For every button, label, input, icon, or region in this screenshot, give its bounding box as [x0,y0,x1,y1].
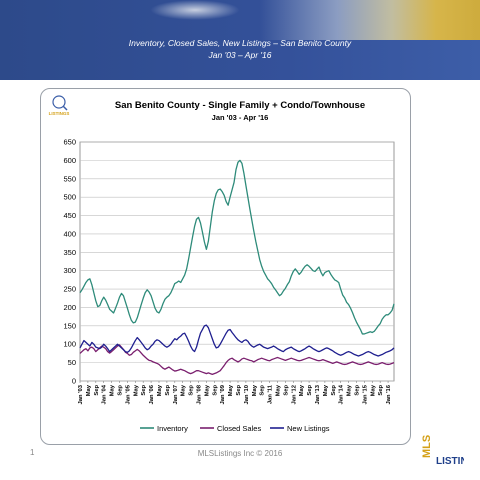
x-tick-label: Sep [331,385,337,396]
x-tick-label: Sep [189,385,195,396]
x-tick-label: May [133,384,139,396]
x-tick-label: Sep [354,385,360,396]
logo-mls: MLS [421,435,433,458]
x-tick-label: May [347,384,353,396]
x-tick-label: May [157,384,163,396]
x-tick-label: Jan '11 [268,384,274,404]
y-tick-label: 150 [63,321,76,330]
chart-subtitle: Jan '03 - Apr '16 [211,113,269,122]
x-tick-label: Jan '12 [291,385,297,404]
x-tick-label: May [299,384,305,396]
x-tick-label: Sep [94,385,100,396]
y-tick-label: 0 [72,377,76,386]
plot-area [79,141,395,382]
x-tick-label: Jan '08 [196,384,202,404]
x-tick-label: May [181,384,187,396]
y-tick-label: 550 [63,174,76,183]
slide-subtitle: Jan '03 – Apr '16 [208,50,272,60]
x-tick-label: Jan '16 [386,384,392,404]
banner-highlight [150,0,240,20]
x-tick-label: May [252,384,258,396]
x-tick-label: May [370,384,376,396]
y-tick-label: 250 [63,285,76,294]
x-tick-label: Jan '06 [149,384,155,404]
badge-label: LISTINGS [49,111,70,116]
title-banner: Inventory, Closed Sales, New Listings – … [0,0,480,80]
slide-title: Inventory, Closed Sales, New Listings – … [128,38,352,48]
x-tick-label: May [228,384,234,396]
y-tick-label: 650 [63,138,76,147]
y-tick-label: 350 [63,248,76,257]
x-tick-label: Jan '07 [173,385,179,404]
powered-by-badge: LISTINGS [49,95,70,116]
y-tick-label: 100 [63,340,76,349]
y-tick-label: 450 [63,211,76,220]
copyright-text: MLSListings Inc © 2016 [197,449,283,458]
banner-decoration [260,0,480,40]
y-tick-label: 400 [63,229,76,238]
x-tick-label: Sep [283,385,289,396]
x-tick-label: Jan '15 [362,384,368,404]
mls-listings-logo: MLS LISTINGS [421,435,464,467]
x-tick-label: Jan '14 [339,384,345,404]
x-tick-label: May [110,384,116,396]
page-number: 1 [30,448,35,457]
x-tick-label: Sep [212,385,218,396]
x-tick-label: May [275,384,281,396]
y-tick-label: 300 [63,266,76,275]
x-tick-label: Jan '09 [220,384,226,404]
series-line-closed-sales [79,344,395,376]
x-tick-label: Jan '04 [102,384,108,404]
x-tick-label: Sep [165,385,171,396]
x-tick-label: Jan '03 [78,384,84,404]
x-tick-label: May [323,384,329,396]
legend-entry: Inventory [157,424,188,433]
legend-entry: New Listings [287,424,330,433]
series-line-inventory [79,159,395,335]
x-tick-label: Jan '13 [315,384,321,404]
chart-title: San Benito County - Single Family + Cond… [114,100,366,111]
y-tick-label: 50 [68,358,76,367]
x-tick-label: Jan '10 [244,385,250,404]
x-tick-label: Sep [378,385,384,396]
y-tick-label: 200 [63,303,76,312]
x-tick-label: Sep [236,385,242,396]
y-tick-label: 600 [63,156,76,165]
x-tick-label: Sep [141,385,147,396]
x-tick-label: May [86,384,92,396]
legend-entry: Closed Sales [217,424,261,433]
series-line-new-listings [79,324,395,357]
x-tick-label: Sep [117,385,123,396]
x-tick-label: Sep [307,385,313,396]
y-tick-label: 500 [63,193,76,202]
x-tick-label: Sep [260,385,266,396]
x-tick-label: Jan '05 [125,384,131,404]
logo-listings: LISTINGS [436,456,464,467]
x-tick-label: May [204,384,210,396]
